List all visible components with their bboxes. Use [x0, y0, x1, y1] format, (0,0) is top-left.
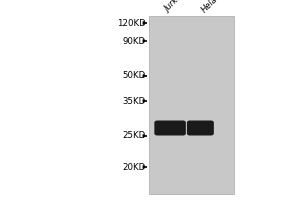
Text: 35KD: 35KD [122, 97, 146, 106]
Text: Jurkat: Jurkat [164, 0, 187, 14]
FancyBboxPatch shape [187, 120, 214, 136]
Text: Hela: Hela [200, 0, 219, 14]
Text: 50KD: 50KD [122, 72, 146, 80]
Text: 20KD: 20KD [122, 162, 146, 171]
Bar [148, 16, 234, 194]
FancyBboxPatch shape [154, 120, 186, 136]
Text: 120KD: 120KD [117, 19, 146, 27]
Text: 90KD: 90KD [122, 36, 146, 46]
Text: 25KD: 25KD [122, 132, 146, 140]
